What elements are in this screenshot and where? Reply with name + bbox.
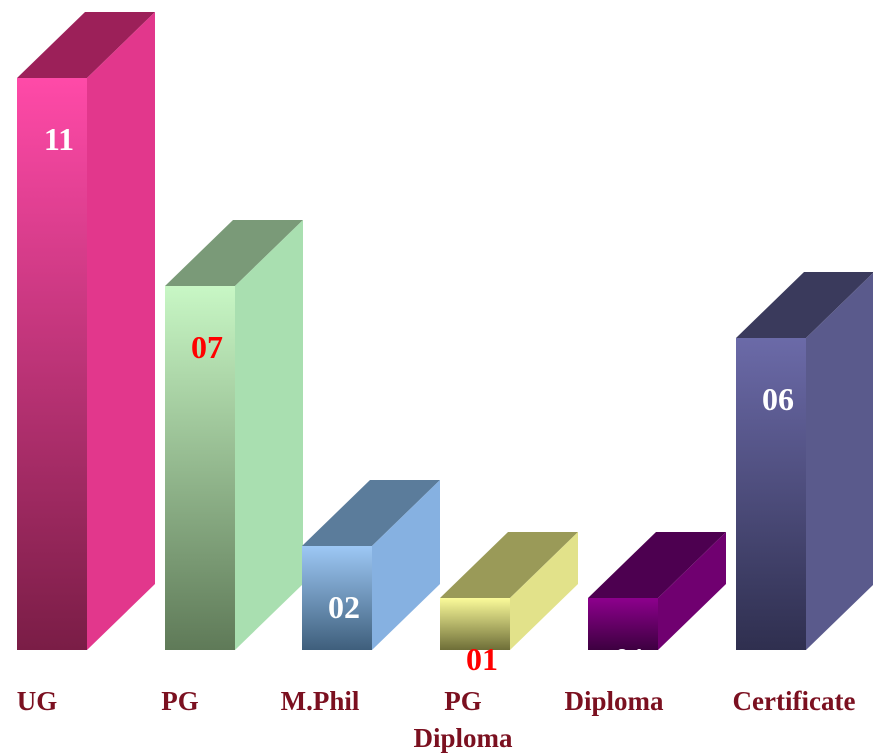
bar: 01 [440,532,578,677]
data-label: 06 [762,381,794,417]
bar-side-face [658,532,726,650]
bar-top-face [302,480,440,546]
bar-top-face [736,272,873,338]
data-label: 01 [466,641,498,677]
bar-front-face [17,78,87,650]
bar-front-face [588,598,658,650]
bar-side-face [235,220,303,650]
category-label: PG Diploma [413,686,513,753]
category-label: Diploma [564,686,664,716]
bar-top-face [165,220,303,286]
bar-top-face [17,12,155,78]
bar-side-face [510,532,578,650]
category-label: UG [17,686,58,716]
bar-front-face [440,598,510,650]
bar-side-face [372,480,440,650]
bar-side-face [87,12,155,650]
category-label: M.Phil [281,686,360,716]
bar-side-face [806,272,873,650]
data-label: 01 [614,641,646,677]
bar-front-face [302,546,372,650]
bars-group: 11 07 02 01 01 06 [17,12,873,677]
category-label: Certificate [733,686,856,716]
bar-front-face [736,338,806,650]
data-label: 11 [44,121,74,157]
bar-top-face [440,532,578,598]
bar: 07 [165,220,303,650]
data-label: 07 [191,329,223,365]
category-label: PG [161,686,199,716]
bar: 01 [588,532,726,677]
bar: 06 [736,272,873,650]
bar: 11 [17,12,155,650]
bar-front-face [165,286,235,650]
bar-top-face [588,532,726,598]
bar: 02 [302,480,440,650]
category-labels-group: UG PG M.Phil PG Diploma Diploma Certificate [17,686,856,753]
data-label: 02 [328,589,360,625]
